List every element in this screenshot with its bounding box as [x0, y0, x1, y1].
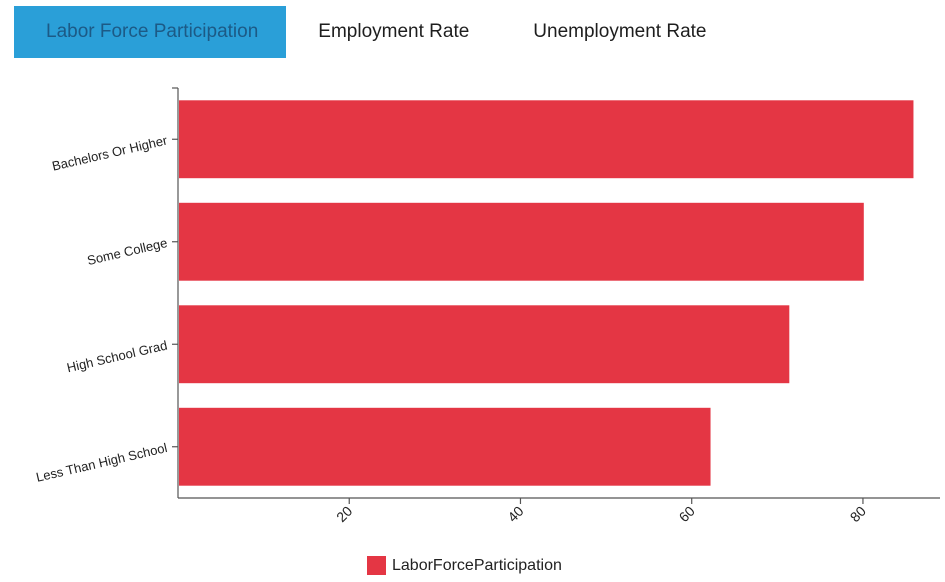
bar[interactable] — [179, 100, 914, 179]
y-tick-label: Less Than High School — [35, 440, 169, 485]
legend-label: LaborForceParticipation — [392, 556, 562, 574]
axes-layer — [172, 87, 940, 504]
y-tick-label: Bachelors Or Higher — [51, 132, 170, 173]
chart-legend[interactable]: LaborForceParticipation — [367, 556, 562, 575]
x-tick-label: 80 — [847, 503, 869, 525]
bars-layer — [179, 100, 914, 486]
x-tick-label: 40 — [504, 503, 526, 525]
tab-employment-rate[interactable]: Employment Rate — [318, 21, 470, 42]
tab-labor-force-participation[interactable]: Labor Force Participation — [14, 6, 287, 58]
y-tick-label: High School Grad — [65, 338, 168, 376]
bar[interactable] — [179, 407, 711, 486]
bar[interactable] — [179, 305, 790, 384]
legend-swatch — [367, 556, 386, 575]
x-tick-label: 60 — [676, 503, 698, 525]
bar[interactable] — [179, 202, 864, 281]
tab-unemployment-rate[interactable]: Unemployment Rate — [533, 21, 707, 42]
y-tick-label: Some College — [86, 235, 169, 268]
x-tick-label: 20 — [333, 503, 355, 525]
chart-tab-bar: Labor Force Participation Employment Rat… — [14, 6, 739, 58]
